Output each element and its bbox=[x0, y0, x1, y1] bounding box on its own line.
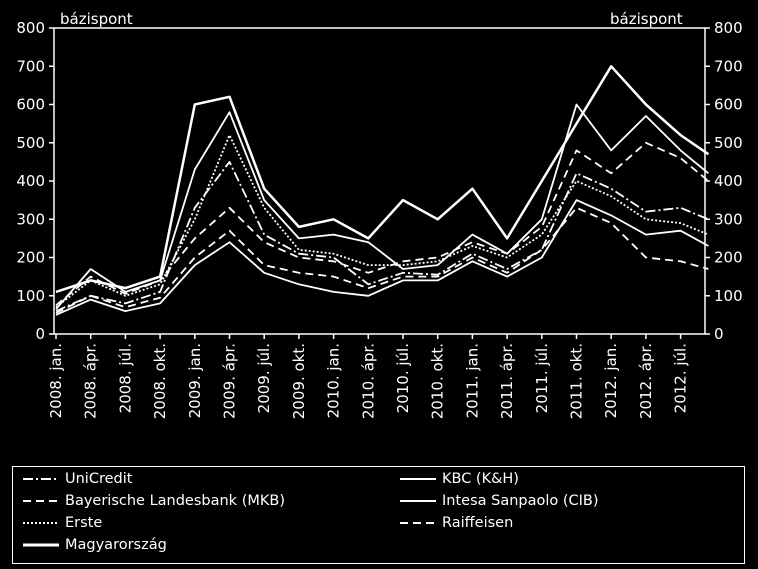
legend: UniCredit KBC (K&H) Bayerische Landesban… bbox=[12, 466, 745, 564]
series-line-unicredit bbox=[55, 160, 709, 312]
legend-label-cib: Intesa Sanpaolo (CIB) bbox=[442, 493, 599, 509]
y-tick-label-right: 800 bbox=[714, 19, 743, 37]
y-tick-label-left: 500 bbox=[16, 134, 45, 152]
x-tick-label: 2008. jan. bbox=[47, 343, 65, 418]
x-tick-label: 2010. júl. bbox=[394, 343, 412, 413]
series-line-intesa-sanpaolo-cib- bbox=[55, 199, 709, 316]
legend-label-mkb: Bayerische Landesbank (MKB) bbox=[65, 493, 285, 509]
legend-label-raiffeisen: Raiffeisen bbox=[442, 515, 514, 531]
legend-swatch-unicredit bbox=[23, 478, 59, 480]
x-tick-label: 2010. okt. bbox=[429, 343, 447, 419]
chart: 0 0 100 100 200 200 300 300 400 400 500 500 600 600 70… bbox=[16, 19, 743, 419]
x-tick-label: 2012. ápr. bbox=[637, 343, 655, 419]
y-tick-label-left: 100 bbox=[16, 287, 45, 305]
y-axis-unit-left: bázispont bbox=[60, 10, 133, 28]
y-tick-label-right: 0 bbox=[714, 325, 724, 343]
y-tick-label-left: 200 bbox=[16, 249, 45, 267]
legend-label-magyarorszag: Magyarország bbox=[65, 537, 167, 553]
x-tick-label: 2009. ápr. bbox=[221, 343, 239, 419]
x-tick-label: 2011. júl. bbox=[533, 343, 551, 413]
legend-swatch-cib bbox=[400, 500, 436, 502]
y-tick-label-left: 300 bbox=[16, 210, 45, 228]
x-tick-label: 2008. júl. bbox=[116, 343, 134, 413]
y-tick-label-left: 800 bbox=[16, 19, 45, 37]
y-tick-label-left: 600 bbox=[16, 96, 45, 114]
y-axis-unit-right: bázispont bbox=[610, 10, 683, 28]
y-tick-label-left: 400 bbox=[16, 172, 45, 190]
x-tick-label: 2012. jan. bbox=[602, 343, 620, 418]
x-tick-label: 2008. okt. bbox=[151, 343, 169, 419]
y-tick-label-right: 200 bbox=[714, 249, 743, 267]
y-tick-label-right: 400 bbox=[714, 172, 743, 190]
x-tick-label: 2011. okt. bbox=[568, 343, 586, 419]
y-tick-label-right: 100 bbox=[714, 287, 743, 305]
series-line-raiffeisen bbox=[55, 206, 709, 314]
y-tick-label-right: 300 bbox=[714, 210, 743, 228]
series-line-kbc-k-h- bbox=[55, 103, 709, 310]
legend-swatch-mkb bbox=[23, 500, 59, 502]
x-tick-label: 2009. jan. bbox=[186, 343, 204, 418]
series-line-erste bbox=[55, 134, 709, 308]
y-tick-label-left: 700 bbox=[16, 57, 45, 75]
y-tick-label-right: 600 bbox=[714, 96, 743, 114]
legend-swatch-erste bbox=[23, 522, 59, 524]
x-tick-label: 2009. júl. bbox=[255, 343, 273, 413]
x-tick-label: 2011. ápr. bbox=[498, 343, 516, 419]
x-tick-label: 2011. jan. bbox=[463, 343, 481, 418]
series-line-bayerische-landesbank-mkb- bbox=[55, 141, 709, 306]
series-line-magyarorsz-g bbox=[55, 65, 710, 294]
legend-label-erste: Erste bbox=[65, 515, 103, 531]
y-tick-label-right: 500 bbox=[714, 134, 743, 152]
x-tick-label: 2010. ápr. bbox=[359, 343, 377, 419]
y-tick-label-left: 0 bbox=[35, 325, 45, 343]
x-tick-label: 2010. jan. bbox=[325, 343, 343, 418]
legend-label-unicredit: UniCredit bbox=[65, 471, 133, 487]
y-tick-label-right: 700 bbox=[714, 57, 743, 75]
legend-swatch-raiffeisen bbox=[400, 522, 436, 524]
x-tick-label: 2012. júl. bbox=[672, 343, 690, 413]
x-tick-label: 2008. ápr. bbox=[82, 343, 100, 419]
x-tick-label: 2009. okt. bbox=[290, 343, 308, 419]
legend-label-kbc: KBC (K&H) bbox=[442, 471, 519, 487]
legend-swatch-kbc bbox=[400, 478, 436, 480]
legend-swatch-magyarorszag bbox=[23, 543, 59, 547]
